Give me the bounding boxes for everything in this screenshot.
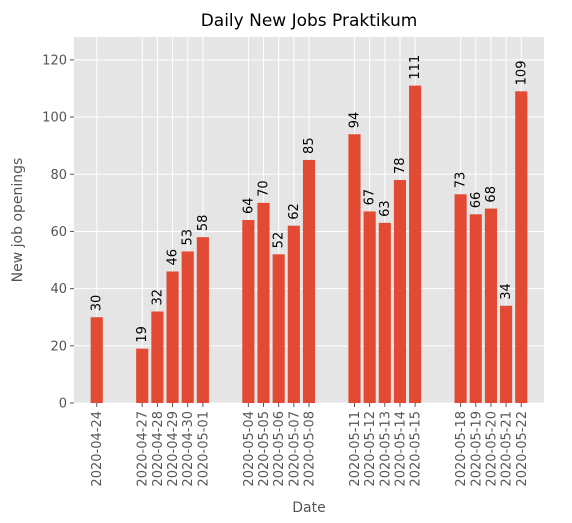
data-label: 78 [393,157,408,174]
chart-title: Daily New Jobs Praktikum [201,11,418,31]
bar [90,317,103,403]
x-tick-label: 2020-04-24 [90,411,105,487]
bar [393,179,407,403]
y-tick-label: 80 [50,168,67,183]
x-tick-label: 2020-05-01 [196,411,211,487]
bar [515,91,528,403]
bar [409,85,422,403]
y-tick-label: 100 [42,111,67,126]
x-tick-label: 2020-05-06 [272,411,287,487]
bar [166,271,179,403]
bar [136,348,149,403]
bar [454,194,467,403]
data-label: 63 [378,200,393,217]
y-tick-label: 40 [50,282,67,297]
data-label: 73 [454,172,469,189]
data-label: 62 [287,203,302,220]
data-label: 34 [499,283,514,300]
bar [500,305,513,403]
x-tick-label: 2020-05-15 [409,411,424,487]
x-tick-label: 2020-05-21 [500,411,515,487]
x-axis-ticks: 2020-04-24 2020-04-27 2020-04-28 2020-04-29… [90,403,530,487]
data-label: 70 [257,180,272,197]
x-tick-label: 2020-05-22 [515,411,530,487]
y-tick-label: 60 [50,225,67,240]
x-tick-label: 2020-04-28 [151,411,166,487]
y-tick-label: 120 [42,53,67,68]
x-tick-label: 2020-04-30 [181,411,196,487]
bar [348,134,361,403]
bars [90,85,528,403]
bar [242,220,255,403]
bar [484,208,497,403]
x-tick-label: 2020-05-20 [484,411,499,487]
data-label: 58 [196,215,211,232]
bar [151,311,164,403]
x-tick-label: 2020-05-12 [363,411,378,487]
data-label: 53 [181,229,196,246]
x-tick-label: 2020-05-19 [469,411,484,487]
data-label: 67 [363,189,378,206]
data-label: 85 [302,137,317,154]
x-tick-label: 2020-04-27 [136,411,151,487]
x-tick-label: 2020-05-05 [257,411,272,487]
y-axis-label: New job openings [10,158,26,283]
data-label: 19 [135,326,150,343]
bar [363,211,376,403]
bar [302,159,316,403]
bar [257,202,270,403]
x-tick-label: 2020-05-14 [393,411,408,487]
bar [287,225,300,403]
data-label: 46 [166,249,181,266]
bar [196,237,209,403]
x-tick-label: 2020-05-04 [242,411,257,487]
data-label: 94 [347,112,362,129]
x-tick-label: 2020-05-11 [348,411,363,487]
x-tick-label: 2020-04-29 [166,411,181,487]
data-label: 32 [150,289,165,306]
x-axis-label: Date [292,500,325,516]
x-tick-label: 2020-05-08 [303,411,318,487]
data-label: 52 [272,232,287,249]
bar [378,222,391,403]
data-label: 64 [241,197,256,214]
data-label: 66 [469,192,484,209]
y-tick-label: 20 [50,339,67,354]
data-label: 30 [90,295,105,312]
bar [181,251,194,403]
x-tick-label: 2020-05-07 [287,411,302,487]
x-tick-label: 2020-05-18 [454,411,469,487]
data-label: 111 [408,55,423,80]
bar [272,254,285,403]
data-label: 68 [484,186,499,203]
x-tick-label: 2020-05-13 [378,411,393,487]
y-axis-ticks: 0 20 40 60 80 100 120 [42,53,74,412]
data-label: 109 [514,61,529,86]
bar [469,214,482,403]
y-tick-label: 0 [59,397,67,412]
